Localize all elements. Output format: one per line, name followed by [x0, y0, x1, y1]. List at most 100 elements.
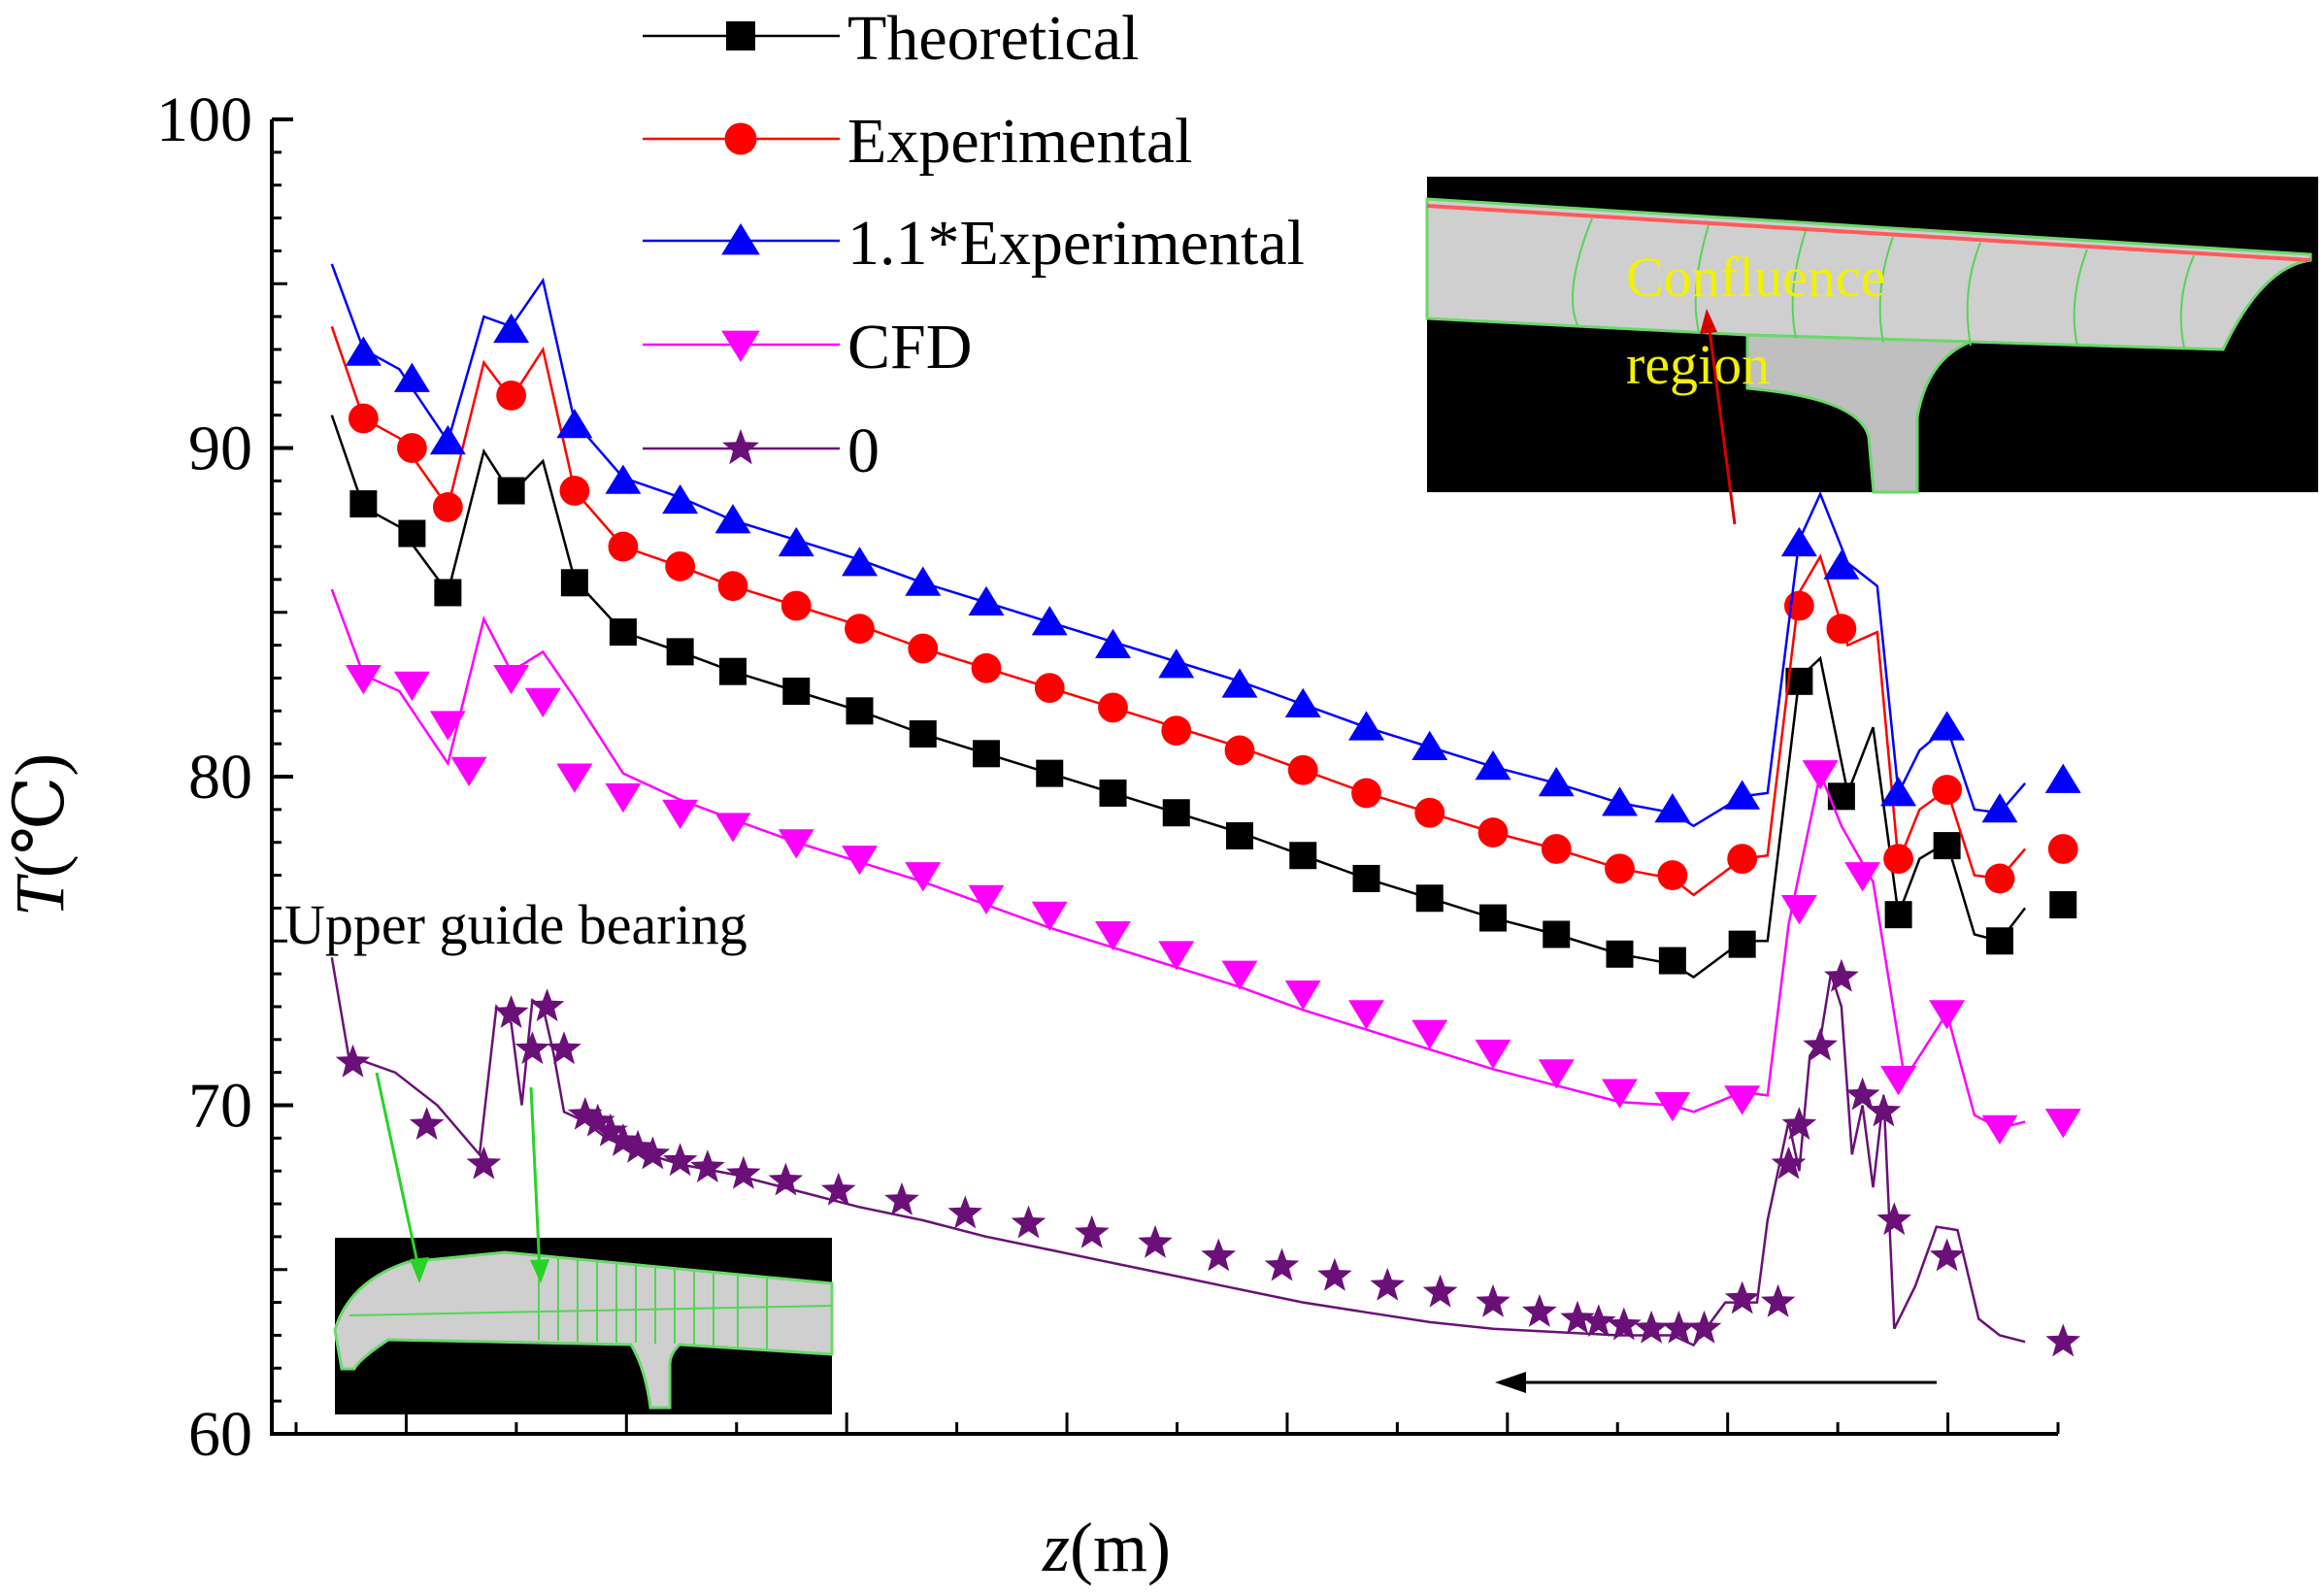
marker-triangle-down — [1602, 1079, 1638, 1109]
legend-label: 1.1*Experimental — [847, 208, 1305, 279]
marker-square — [719, 657, 747, 685]
marker-circle — [1883, 844, 1913, 875]
confluence-label-line2: region — [1626, 333, 1770, 396]
y-axis-title: T(℃) — [1, 753, 79, 917]
marker-star — [1317, 1257, 1352, 1291]
marker-star — [635, 1136, 671, 1170]
marker-square — [973, 740, 1000, 768]
marker-star — [1138, 1224, 1173, 1258]
axes: 60 70 80 90 100 — [156, 84, 2060, 1470]
legend: Theoretical Experimental 1.1*Experimental C… — [643, 3, 1305, 486]
marker-triangle-down — [493, 665, 530, 695]
marker-square — [434, 579, 462, 607]
marker-square — [846, 697, 874, 725]
marker-square — [1036, 759, 1064, 787]
marker-star — [567, 1096, 603, 1130]
marker-triangle-down — [1411, 1019, 1448, 1049]
marker-triangle-up — [842, 547, 878, 577]
marker-star — [722, 429, 759, 465]
marker-circle — [1657, 860, 1688, 890]
marker-star — [529, 988, 565, 1022]
marker-triangle-up — [778, 526, 814, 557]
marker-circle — [1161, 715, 1192, 747]
marker-star — [335, 1044, 371, 1078]
marker-square — [1884, 901, 1912, 929]
marker-triangle-up — [905, 566, 942, 596]
marker-star — [1476, 1283, 1511, 1317]
marker-square — [1728, 930, 1756, 958]
marker-square — [398, 519, 426, 548]
marker-star — [1771, 1146, 1807, 1180]
marker-star — [662, 1143, 698, 1177]
marker-circle — [1605, 853, 1635, 884]
bearing-arrow-2 — [529, 1086, 542, 1273]
marker-star — [466, 1146, 502, 1180]
marker-star — [1201, 1238, 1237, 1272]
marker-star — [606, 1123, 641, 1156]
x-axis-title: z(m) — [1042, 1509, 1171, 1586]
marker-circle — [1984, 863, 2015, 894]
confluence-arrow — [1707, 321, 1737, 525]
legend-label: Theoretical — [847, 3, 1139, 74]
marker-square — [1933, 832, 1961, 860]
marker-star — [1844, 1077, 1880, 1111]
marker-star — [1370, 1267, 1406, 1301]
marker-circle — [1098, 692, 1128, 723]
marker-circle — [665, 550, 696, 582]
marker-triangle-down — [778, 829, 814, 859]
marker-triangle-down — [1844, 862, 1881, 892]
marker-triangle-up — [1538, 766, 1575, 797]
marker-star — [1264, 1247, 1300, 1281]
marker-triangle-down — [1221, 960, 1258, 990]
marker-circle — [1224, 735, 1255, 766]
marker-circle — [1477, 817, 1509, 848]
marker-circle — [1541, 834, 1572, 864]
marker-square — [1606, 940, 1634, 968]
x-ticks — [294, 1413, 2060, 1434]
bearing-arrow-1-head — [410, 1257, 429, 1283]
marker-star — [1560, 1300, 1595, 1334]
marker-circle — [2047, 834, 2078, 864]
marker-circle — [432, 492, 463, 522]
bearing-arrow-1 — [375, 1072, 421, 1273]
marker-triangle-up — [345, 336, 382, 366]
marker-triangle-up — [662, 483, 699, 515]
bearing-pointer-arrows — [375, 1072, 549, 1283]
marker-square — [1289, 842, 1317, 870]
y-axis-unit: (℃) — [1, 753, 79, 879]
y-tick-label: 60 — [188, 1399, 252, 1470]
marker-triangle-down — [1095, 921, 1131, 951]
marker-triangle-down — [1780, 894, 1817, 925]
series-line — [330, 588, 2026, 1130]
marker-star — [493, 995, 529, 1028]
marker-triangle-down — [1031, 901, 1068, 931]
marker-star — [2045, 1323, 2081, 1357]
y-tick-label: 80 — [188, 742, 252, 813]
marker-triangle-down — [450, 756, 487, 787]
marker-star — [884, 1181, 919, 1215]
marker-circle — [1414, 797, 1445, 828]
marker-circle — [971, 652, 1002, 683]
marker-star — [1876, 1202, 1912, 1236]
upper-guide-bearing-label: Upper guide bearing — [284, 893, 747, 956]
series-1 — [330, 325, 2078, 897]
marker-triangle-up — [1031, 606, 1068, 636]
marker-circle — [1287, 754, 1318, 785]
marker-circle — [1727, 844, 1758, 875]
marker-square — [2049, 891, 2077, 919]
marker-square — [1099, 779, 1127, 807]
series-2 — [330, 263, 2081, 828]
marker-circle — [845, 614, 875, 645]
marker-triangle-up — [556, 409, 593, 439]
bearing-arrow-2-head — [530, 1259, 549, 1283]
marker-triangle-down — [1880, 1065, 1917, 1096]
legend-item-0: Theoretical — [643, 3, 1139, 74]
marker-square — [1352, 864, 1380, 892]
marker-square — [497, 477, 525, 505]
marker-circle — [348, 403, 379, 434]
flow-direction-arrow — [1495, 1372, 1937, 1393]
marker-square — [1986, 927, 2013, 955]
marker-square — [782, 677, 811, 705]
marker-circle — [1932, 775, 1963, 805]
marker-triangle-up — [1095, 628, 1131, 659]
